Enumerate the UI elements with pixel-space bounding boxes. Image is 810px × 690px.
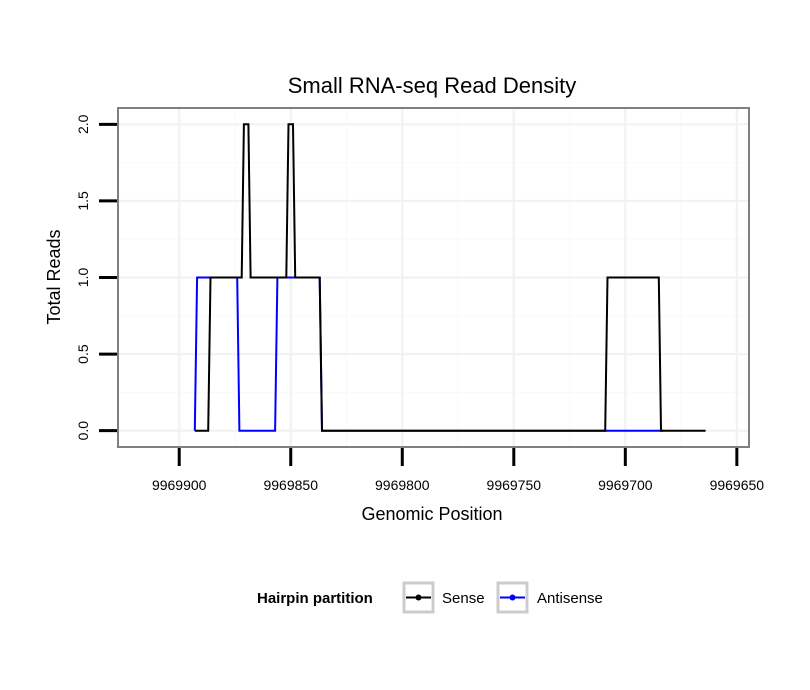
series-line-sense — [194, 123, 706, 432]
x-axis-tick-label: 9969650 — [710, 477, 765, 493]
plot-panel-border — [117, 107, 750, 448]
x-axis-tick-label: 9969700 — [598, 477, 653, 493]
x-axis: 9969900 9969850 9969800 9969750 9969700 99696… — [152, 448, 764, 493]
legend-label-sense: Sense — [442, 590, 485, 607]
y-axis-tick-label: 1.5 — [75, 191, 91, 211]
y-axis-tick-label: 0.5 — [75, 344, 91, 364]
y-axis-title: Total Reads — [44, 229, 64, 324]
chart-title: Small RNA-seq Read Density — [288, 73, 577, 98]
series-layer — [193, 123, 706, 432]
x-axis-tick-label: 9969900 — [152, 477, 207, 493]
legend: Hairpin partition Sense Antisense — [257, 581, 603, 614]
legend-marker-sense — [415, 594, 422, 601]
y-axis: 0.0 0.5 1.0 1.5 2.0 — [75, 114, 117, 440]
x-axis-tick-label: 9969750 — [487, 477, 542, 493]
x-axis-tick-label: 9969800 — [375, 477, 430, 493]
y-axis-tick-label: 2.0 — [75, 114, 91, 134]
y-axis-tick-label: 1.0 — [75, 268, 91, 288]
y-axis-tick-label: 0.0 — [75, 421, 91, 441]
legend-title: Hairpin partition — [257, 590, 373, 607]
legend-label-antisense: Antisense — [537, 590, 603, 607]
x-axis-title: Genomic Position — [361, 504, 502, 524]
x-axis-tick-label: 9969850 — [263, 477, 318, 493]
legend-marker-antisense — [509, 594, 516, 601]
